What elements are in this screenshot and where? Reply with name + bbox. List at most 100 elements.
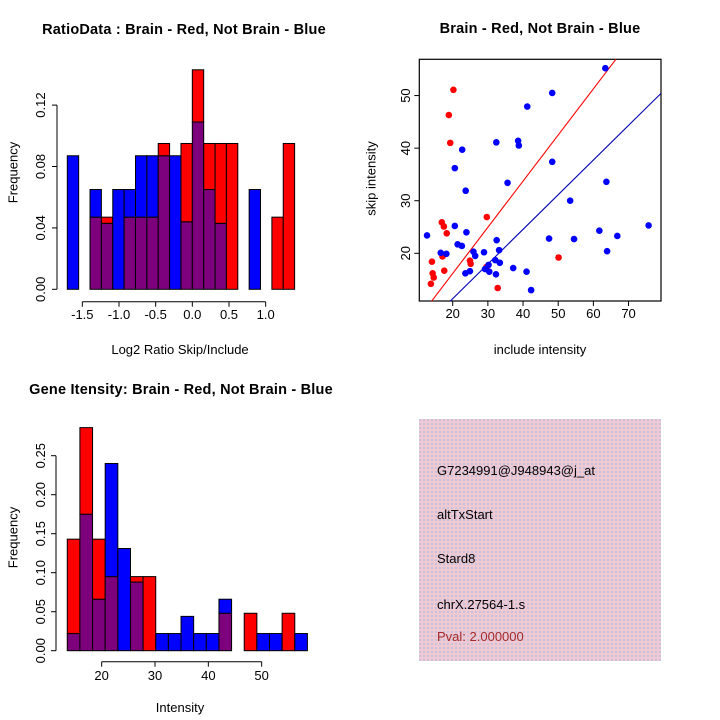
scatter-point-blue [566,197,574,205]
hist-bar-red [129,576,144,583]
hist-bar-blue [268,633,283,652]
x-tick-label: 20 [94,668,108,683]
gene-hist-xlabel: Intensity [155,700,205,715]
x-tick-label: 30 [148,668,162,683]
hist-bar-blue [66,155,80,290]
hist-bar-overlap [104,576,119,652]
y-tick-label: 0.04 [33,215,48,240]
hist-bar-blue [218,598,233,614]
hist-bar-red [243,612,258,652]
scatter-point-red [446,139,454,147]
plot-box [418,58,662,302]
x-tick-label: 60 [586,306,600,321]
y-tick-label: 0.25 [33,443,48,468]
scatter-point-blue [570,235,578,243]
x-tick-label: 0.5 [220,307,238,322]
hist-bar-overlap [89,216,102,290]
hist-bar-overlap [134,216,148,290]
gene-hist-title: Gene Itensity: Brain - Red, Not Brain - … [29,382,333,398]
scatter-point-blue [485,268,493,276]
hist-bar-blue [134,155,148,218]
scatter-point-red [440,267,448,274]
scatter-point-blue [493,139,500,146]
hist-bar-overlap [157,155,171,290]
scatter-point-red [427,280,435,288]
scatter-point-blue [493,236,500,244]
gene-name-text: Stard8 [437,551,476,566]
x-tick-label: -0.5 [144,307,166,322]
info-box: G7234991@J948943@j_at altTxStart Stard8 … [419,419,661,661]
x-tick-label: -1.5 [71,307,93,322]
hist-bar-blue [155,633,169,652]
scatter-point-blue [509,264,517,272]
hist-bar-overlap [92,598,106,652]
hist-bar-blue [112,189,125,290]
y-tick-label: 50 [398,88,413,102]
x-tick-label: 50 [254,668,268,683]
scatter-point-blue [645,222,652,229]
scatter-point-blue [451,164,459,172]
scatter-point-blue [462,187,470,195]
scatter-point-blue [423,232,431,239]
scatter-point-blue [443,250,450,258]
ratio-hist-xlabel: Log2 Ratio Skip/Include [111,342,249,357]
hist-bar-blue [146,155,159,218]
ratio-hist-title: RatioData : Brain - Red, Not Brain - Blu… [42,22,326,38]
scatter-point-red [555,254,562,261]
hist-bar-blue [294,633,308,652]
hist-bar-overlap [218,612,233,652]
hist-bar-red [92,538,106,600]
scatter-point-red [494,284,502,292]
x-tick-label: 70 [621,306,635,321]
scatter-point-blue [463,228,470,236]
scatter-point-red [430,274,438,281]
probe-id-text: G7234991@J948943@j_at [437,463,595,478]
scatter-point-red [450,86,457,94]
scatter-point-blue [485,261,492,269]
scatter-point-red [428,258,436,266]
hist-bar-red [180,142,193,223]
y-tick-label: 30 [398,193,413,207]
brain-fit-line [431,58,617,302]
hist-bar-blue [117,548,131,652]
hist-bar-overlap [191,121,205,290]
scatter-point-blue [523,103,531,110]
hist-bar-blue [180,615,195,652]
notbrain-fit-line [449,93,662,302]
scatter-point-red [467,260,474,268]
hist-bar-overlap [66,633,81,652]
scatter-point-blue [504,179,511,187]
x-tick-label: 0.0 [183,307,201,322]
hist-bar-blue [123,189,136,218]
y-tick-label: 0.10 [33,560,48,585]
y-tick-label: 0.15 [33,521,48,546]
scatter-point-blue [471,252,479,260]
hist-bar-red [225,142,239,290]
y-tick-label: 0.08 [33,154,48,179]
scatter-point-blue [527,286,535,294]
hist-bar-overlap [79,513,94,652]
x-tick-label: 50 [551,306,565,321]
hist-bar-red [66,538,81,635]
hist-bar-red [142,576,157,652]
event-type-text: altTxStart [437,507,493,522]
hist-bar-blue [167,633,182,652]
scatter-point-blue [451,222,459,230]
hist-bar-overlap [129,581,144,652]
hist-bar-blue [89,189,102,218]
y-tick-label: 40 [398,141,413,155]
scatter-point-red [483,213,491,221]
scatter-point-blue [495,246,503,254]
x-tick-label: 30 [481,306,495,321]
hist-bar-red [271,216,284,290]
ratio-hist-ylabel: Frequency [5,141,21,204]
hist-bar-red [214,142,227,224]
pval-line: Pval: 2.000000 [437,629,524,644]
scatter-point-blue [602,64,609,72]
scatter-point-blue [480,248,488,256]
scatter-point-red [443,230,451,237]
hist-bar-blue [256,633,270,652]
x-tick-label: -1.0 [108,307,130,322]
